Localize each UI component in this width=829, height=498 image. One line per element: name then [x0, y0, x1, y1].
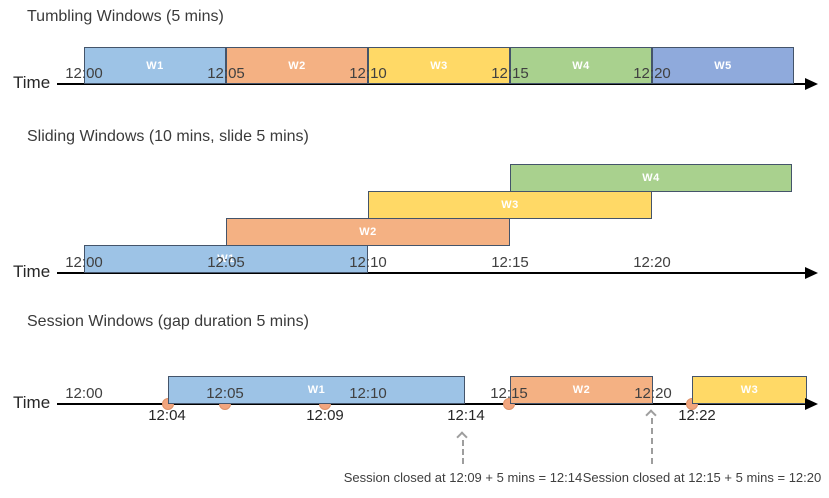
tick-label-12-15: 12:15: [490, 385, 528, 402]
window-label: W2: [288, 59, 306, 72]
window-label: W3: [430, 59, 448, 72]
window-box-w5: W5: [652, 47, 794, 84]
time-axis-line: [57, 272, 807, 274]
tick-label-12-05: 12:05: [207, 254, 245, 271]
tick-label-12-10: 12:10: [349, 385, 387, 402]
window-label: W1: [307, 384, 326, 396]
window-box-w2: W2: [226, 47, 368, 84]
window-box-w3: W3: [368, 47, 510, 84]
window-label: W4: [642, 172, 660, 184]
window-box-w1: W1: [84, 47, 226, 84]
window-label: W1: [217, 253, 235, 265]
event-time-label: 12:14: [447, 407, 485, 424]
tick-label-12-10: 12:10: [349, 65, 387, 82]
tick-label-12-00: 12:00: [65, 254, 103, 271]
tick-label-12-00: 12:00: [65, 385, 103, 402]
session-close-annotation: Session closed at 12:15 + 5 mins = 12:20: [582, 470, 822, 485]
time-axis-arrow-icon: [805, 398, 818, 410]
tick-label-12-20: 12:20: [633, 65, 671, 82]
arrow-line: [462, 440, 464, 464]
time-axis-line: [57, 83, 807, 85]
time-axis-label: Time: [13, 262, 51, 281]
event-time-label: 12:22: [678, 407, 716, 424]
window-label: W2: [359, 226, 377, 238]
window-box-w1: W1: [84, 245, 368, 273]
window-box-w3: W3: [368, 191, 652, 219]
window-box-w4: W4: [510, 47, 652, 84]
event-time-label: 12:04: [148, 407, 186, 424]
sliding-title: Sliding Windows (10 mins, slide 5 mins): [27, 128, 309, 145]
tick-label-12-20: 12:20: [634, 385, 672, 402]
time-axis-label: Time: [13, 393, 51, 412]
window-label: W4: [572, 59, 590, 72]
window-box-w1: W1: [168, 376, 465, 404]
window-label: W1: [146, 59, 164, 72]
session-close-annotation: Session closed at 12:09 + 5 mins = 12:14: [343, 470, 583, 485]
tick-label-12-05: 12:05: [207, 65, 245, 82]
tick-label-12-15: 12:15: [491, 254, 529, 271]
time-axis-line: [57, 403, 807, 405]
time-axis-arrow-icon: [805, 78, 818, 90]
window-box-w3: W3: [692, 376, 807, 404]
arrow-line: [651, 418, 653, 464]
window-label: W5: [714, 59, 732, 72]
tick-label-12-10: 12:10: [349, 254, 387, 271]
tick-label-12-15: 12:15: [491, 65, 529, 82]
tick-label-12-05: 12:05: [206, 385, 244, 402]
window-box-w4: W4: [510, 164, 792, 192]
window-box-w2: W2: [226, 218, 510, 246]
tumbling-title: Tumbling Windows (5 mins): [27, 8, 224, 25]
tick-label-12-00: 12:00: [65, 65, 103, 82]
window-box-w2: W2: [510, 376, 653, 404]
window-label: W3: [501, 199, 519, 211]
session-title: Session Windows (gap duration 5 mins): [27, 313, 309, 330]
time-axis-label: Time: [13, 73, 51, 92]
event-time-label: 12:09: [306, 407, 344, 424]
tick-label-12-20: 12:20: [633, 254, 671, 271]
time-axis-arrow-icon: [805, 267, 818, 279]
window-label: W3: [740, 384, 759, 396]
window-label: W2: [572, 384, 591, 396]
